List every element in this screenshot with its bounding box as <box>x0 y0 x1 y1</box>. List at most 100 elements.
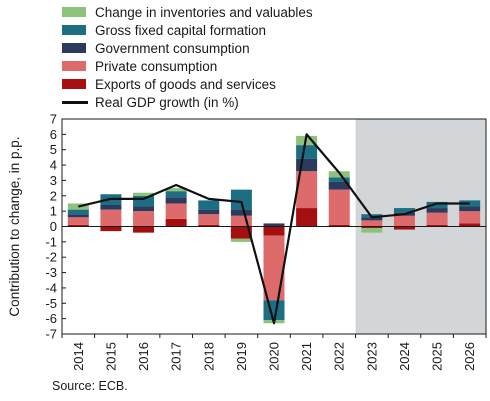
x-tick-label: 2019 <box>234 342 249 371</box>
legend-item-gfcf: Gross fixed capital formation <box>62 21 313 39</box>
bar-segment <box>67 217 89 225</box>
bar-segment <box>361 226 383 229</box>
bar-segment <box>165 188 187 192</box>
y-tick-label: -4 <box>45 280 57 295</box>
x-tick-label: 2026 <box>462 342 477 371</box>
y-tick-label: 5 <box>50 142 57 157</box>
legend-label-government: Government consumption <box>95 40 250 56</box>
bar-segment <box>165 197 187 204</box>
y-tick-label: 4 <box>50 158 57 173</box>
bar-segment <box>230 238 252 242</box>
bar-segment <box>361 217 383 221</box>
x-tick-label: 2016 <box>136 342 151 371</box>
legend-label-exports: Exports of goods and services <box>95 76 276 92</box>
bar-segment <box>426 212 448 225</box>
bar-segment <box>361 228 383 233</box>
legend-swatch-inventories <box>62 7 86 17</box>
bar-segment <box>263 226 285 236</box>
bar-segment <box>133 211 155 227</box>
bar-segment <box>133 192 155 196</box>
bar-segment <box>361 220 383 227</box>
y-tick-label: 2 <box>50 188 57 203</box>
bar-segment <box>393 208 415 213</box>
bar-segment <box>393 215 415 227</box>
bar-segment <box>230 189 252 210</box>
bar-segment <box>165 203 187 219</box>
y-tick-label: -5 <box>45 296 57 311</box>
bar-segment <box>459 223 481 227</box>
bar-segment <box>459 211 481 224</box>
legend-item-private: Private consumption <box>62 57 313 75</box>
x-tick-label: 2025 <box>430 342 445 371</box>
y-tick-label: 0 <box>50 219 57 234</box>
legend-label-private: Private consumption <box>95 58 218 74</box>
bar-segment <box>67 224 89 227</box>
source-note: Source: ECB. <box>52 379 128 393</box>
y-tick-label: 6 <box>50 127 57 142</box>
y-tick-label: -1 <box>45 234 57 249</box>
legend-label-inventories: Change in inventories and valuables <box>95 4 313 20</box>
bar-segment <box>263 235 285 301</box>
bar-segment <box>426 224 448 227</box>
y-tick-label: 7 <box>50 112 57 127</box>
bar-segment <box>296 171 318 209</box>
bar-segment <box>393 226 415 230</box>
legend-swatch-government <box>62 43 86 53</box>
bar-segment <box>100 209 122 227</box>
legend-item-gdp: Real GDP growth (in %) <box>62 93 313 111</box>
bar-segment <box>133 195 155 207</box>
x-tick-label: 2021 <box>299 342 314 371</box>
legend-label-gfcf: Gross fixed capital formation <box>95 22 267 38</box>
y-tick-label: -6 <box>45 311 57 326</box>
bar-segment <box>328 181 350 190</box>
bar-segment <box>296 208 318 227</box>
bar-segment <box>328 177 350 182</box>
bar-segment <box>459 206 481 212</box>
x-tick-label: 2020 <box>267 342 282 371</box>
bar-segment <box>165 218 187 227</box>
x-tick-label: 2015 <box>103 342 118 371</box>
bar-segment <box>198 224 220 227</box>
bar-segment <box>198 209 220 215</box>
x-tick-label: 2024 <box>397 342 412 371</box>
bar-segment <box>100 226 122 232</box>
legend-swatch-gdp <box>62 100 88 104</box>
bar-segment <box>165 191 187 198</box>
x-tick-label: 2018 <box>201 342 216 371</box>
legend-swatch-private <box>62 61 86 71</box>
gdp-growth-line <box>78 133 470 325</box>
x-tick-label: 2014 <box>71 342 86 371</box>
legend-swatch-exports <box>62 79 86 89</box>
legend-item-exports: Exports of goods and services <box>62 75 313 93</box>
bar-segment <box>426 201 448 209</box>
y-tick-label: 3 <box>50 173 57 188</box>
bar-segment <box>67 214 89 218</box>
legend-label-gdp: Real GDP growth (in %) <box>95 94 239 110</box>
legend-item-inventories: Change in inventories and valuables <box>62 3 313 21</box>
x-tick-label: 2017 <box>169 342 184 371</box>
bar-segment <box>67 209 89 215</box>
y-tick-label: -3 <box>45 265 57 280</box>
bar-segment <box>198 214 220 225</box>
bar-segment <box>198 200 220 210</box>
bar-segment <box>328 224 350 227</box>
bar-segment <box>133 206 155 212</box>
x-tick-label: 2023 <box>364 342 379 371</box>
bar-segment <box>426 208 448 213</box>
y-tick-label: 1 <box>50 204 57 219</box>
y-axis-title: Contribution to change, in p.p. <box>7 136 22 316</box>
bar-segment <box>328 189 350 225</box>
y-tick-label: -7 <box>45 327 57 342</box>
legend-swatch-gfcf <box>62 25 86 35</box>
bar-segment <box>296 145 318 159</box>
bar-segment <box>296 158 318 172</box>
bar-segment <box>100 205 122 210</box>
x-tick-label: 2022 <box>332 342 347 371</box>
legend-item-government: Government consumption <box>62 39 313 57</box>
y-tick-label: -2 <box>45 250 57 265</box>
bar-segment <box>133 226 155 233</box>
bar-segment <box>230 209 252 216</box>
bar-segment <box>263 223 285 227</box>
chart-legend: Change in inventories and valuables Gros… <box>62 3 313 111</box>
